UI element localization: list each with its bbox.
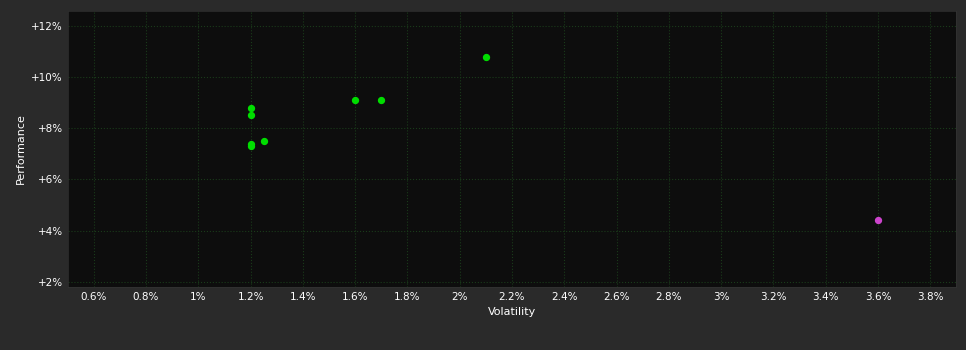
Point bbox=[348, 97, 363, 103]
Point bbox=[256, 138, 271, 144]
Point bbox=[374, 97, 389, 103]
Point bbox=[242, 105, 258, 111]
Point bbox=[478, 54, 494, 60]
Point bbox=[242, 144, 258, 149]
Point bbox=[242, 141, 258, 146]
Point bbox=[242, 113, 258, 118]
X-axis label: Volatility: Volatility bbox=[488, 307, 536, 317]
Y-axis label: Performance: Performance bbox=[15, 113, 25, 184]
Point bbox=[870, 218, 886, 223]
